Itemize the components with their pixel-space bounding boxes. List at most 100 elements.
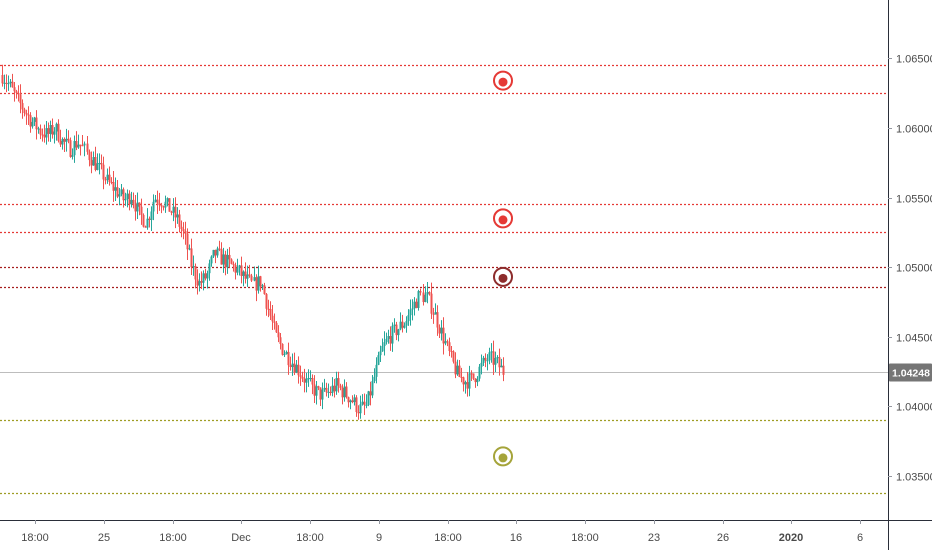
candle-body (200, 281, 203, 283)
candle-body (21, 103, 24, 110)
candle-body (83, 143, 86, 146)
candle-body (158, 203, 161, 206)
candle-body (226, 254, 229, 268)
x-tick-label: 18:00 (159, 532, 187, 544)
candle-body (172, 206, 175, 213)
candle-body (307, 378, 310, 380)
candle-body (389, 336, 392, 344)
candle-body (120, 189, 123, 195)
candle-body (75, 140, 78, 148)
candle-body (269, 309, 272, 316)
candle-body (341, 387, 344, 398)
candle-body (220, 249, 223, 265)
candle-body (436, 312, 439, 328)
candle-body (132, 199, 135, 204)
candle-body (377, 355, 380, 365)
candle-body (283, 354, 286, 356)
candle-body (188, 248, 191, 250)
candle-body (216, 248, 219, 256)
candle-body (218, 248, 221, 250)
candle-body (405, 321, 408, 326)
candle-body (182, 229, 185, 232)
candle-body (301, 376, 304, 379)
current-price-label: 1.04248 (892, 368, 930, 380)
candle-body (210, 256, 213, 264)
candle-body (176, 214, 179, 218)
candle-body (291, 363, 294, 368)
candle-body (79, 144, 82, 146)
candle-body (146, 218, 149, 228)
candle-body (444, 341, 447, 344)
candle-body (476, 378, 479, 383)
candle-body (468, 373, 471, 389)
current-price-badge: 1.04248 (889, 363, 932, 382)
candle-body (309, 378, 312, 380)
candle-body (383, 342, 386, 347)
candle-body (387, 336, 390, 339)
candle-body (184, 231, 187, 234)
candle-body (486, 360, 489, 362)
candle-body (98, 162, 101, 164)
candle-body (464, 382, 467, 385)
candle-body (108, 174, 111, 182)
candle-body (492, 351, 495, 365)
candlestick-series (1, 64, 505, 420)
candle-body (152, 201, 155, 212)
candle-body (69, 140, 72, 157)
candle-body (59, 140, 62, 145)
candle-body (144, 226, 147, 228)
candle-body (45, 128, 48, 138)
candle-body (426, 292, 429, 295)
candle-body (403, 325, 406, 328)
candle-body (415, 301, 418, 308)
candle-body (49, 125, 52, 134)
candle-body (234, 265, 237, 273)
candle-body (96, 163, 99, 170)
candle-body (202, 273, 205, 283)
candle-body (343, 386, 346, 398)
candle-body (116, 187, 119, 197)
candle-body (206, 273, 209, 279)
candle-body (77, 144, 80, 148)
candle-body (303, 378, 306, 383)
x-tick-label: 6 (857, 532, 863, 544)
circle-marker-icon (493, 266, 513, 287)
candle-body (462, 377, 465, 385)
candle-body (55, 123, 58, 132)
candle-body (170, 211, 173, 213)
candle-body (29, 115, 32, 127)
candle-body (484, 357, 487, 361)
candle-body (393, 324, 396, 326)
marker-dot (498, 273, 508, 283)
candle-body (17, 92, 20, 95)
candle-body (395, 324, 398, 336)
x-tick-label: 2020 (779, 532, 803, 544)
candle-body (71, 155, 74, 157)
candle-body (246, 274, 249, 279)
candle-body (88, 151, 91, 161)
circle-marker-icon (493, 70, 513, 91)
candle-body (244, 271, 247, 279)
candle-body (5, 82, 8, 84)
candle-body (112, 182, 115, 191)
candle-body (255, 277, 258, 291)
candle-body (248, 274, 251, 276)
candle-body (285, 351, 288, 355)
y-tick-label: 1.05000 (896, 263, 932, 275)
candle-body (136, 202, 139, 212)
candle-body (240, 265, 243, 276)
candle-body (228, 254, 231, 260)
candle-body (110, 181, 113, 183)
candle-body (488, 352, 491, 361)
candle-body (379, 351, 382, 356)
candle-body (208, 263, 211, 274)
candle-body (454, 361, 457, 375)
candle-body (238, 265, 241, 268)
candle-body (367, 391, 370, 406)
candle-body (273, 321, 276, 323)
y-tick-label: 1.03500 (896, 472, 932, 484)
candle-body (432, 313, 435, 315)
candle-body (253, 277, 256, 281)
